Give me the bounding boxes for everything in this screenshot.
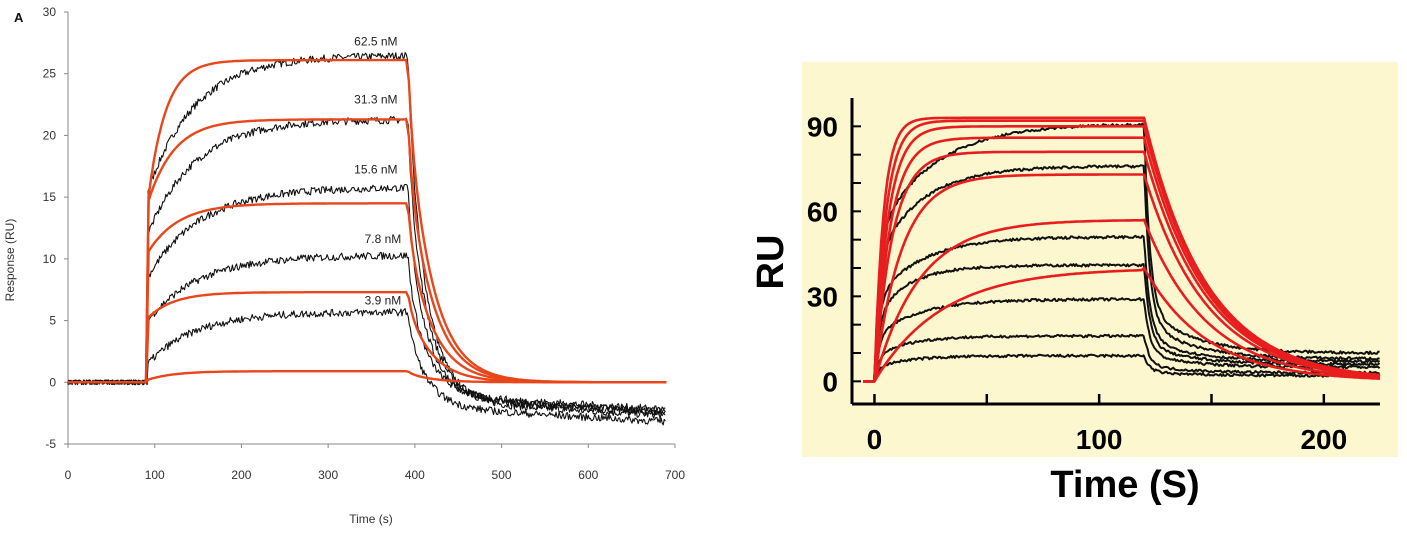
right-y-axis-title: RU [750,235,792,290]
left-y-tick-label: 5 [49,314,56,328]
right-y-tick-label: 60 [807,196,838,227]
right-data-curve-3 [863,263,1381,383]
left-x-axis-title: Time (s) [349,512,393,526]
right-axes: 0 100 200 0 30 60 90 [807,98,1380,455]
left-y-tick-label: 20 [43,128,57,142]
right-plot-background [802,62,1398,457]
right-x-tick-label: 100 [1076,424,1123,455]
left-axes: 0 100 200 300 400 500 600 700 -5 0 5 10 15 20 25 30 [43,5,686,482]
concentration-label: 15.6 nM [354,163,397,177]
right-chart: 0 100 200 0 30 60 90 Time (S) RU [750,62,1398,506]
left-y-tick-label: 25 [43,67,57,81]
left-x-tick-label: 500 [492,468,512,482]
left-fit-curve-5 [68,58,667,384]
left-y-tick-label: 0 [49,375,56,389]
right-data-curve-6 [863,353,1381,383]
left-fit-curve-9 [68,370,667,384]
left-data-curve-4 [67,308,666,426]
right-fit-curve-14 [863,266,1381,383]
right-fit-curve-12 [863,173,1381,383]
right-y-tick-label: 90 [807,111,838,142]
left-chart: A 0 100 200 300 400 500 600 700 -5 0 5 10 15 20 25 30 6… [3,5,685,526]
left-y-tick-label: 30 [43,5,57,19]
left-x-tick-label: 100 [145,468,165,482]
left-x-tick-label: 200 [231,468,251,482]
left-x-tick-label: 400 [405,468,425,482]
concentration-label: 3.9 nM [365,294,402,308]
right-x-tick-label: 0 [867,424,883,455]
right-fit-curve-11 [863,150,1381,383]
left-x-tick-label: 0 [65,468,72,482]
right-y-tick-label: 30 [807,281,838,312]
right-y-tick-label: 0 [822,366,838,397]
right-data-curve-5 [863,333,1380,383]
left-concentration-labels: 62.5 nM 31.3 nM 15.6 nM 7.8 nM 3.9 nM [354,34,401,307]
left-data-curve-1 [67,116,666,417]
concentration-label: 31.3 nM [354,92,397,106]
left-series-group [67,51,667,426]
left-y-tick-label: 10 [43,252,57,266]
left-y-tick-label: 15 [43,190,57,204]
left-data-curve-2 [67,183,666,416]
left-x-tick-label: 700 [665,468,685,482]
left-y-tick-label: -5 [45,437,56,451]
concentration-label: 7.8 nM [365,232,402,246]
right-series-group [863,116,1381,383]
panel-label: A [14,10,24,25]
left-x-tick-label: 600 [578,468,598,482]
left-x-tick-label: 300 [318,468,338,482]
right-x-tick-label: 200 [1300,424,1347,455]
left-y-axis-title: Response (RU) [3,219,17,302]
concentration-label: 62.5 nM [354,34,397,48]
right-fit-curve-13 [863,218,1381,383]
left-data-curve-3 [67,251,666,413]
right-x-axis-title: Time (S) [1050,464,1199,506]
left-fit-curve-6 [68,118,667,384]
